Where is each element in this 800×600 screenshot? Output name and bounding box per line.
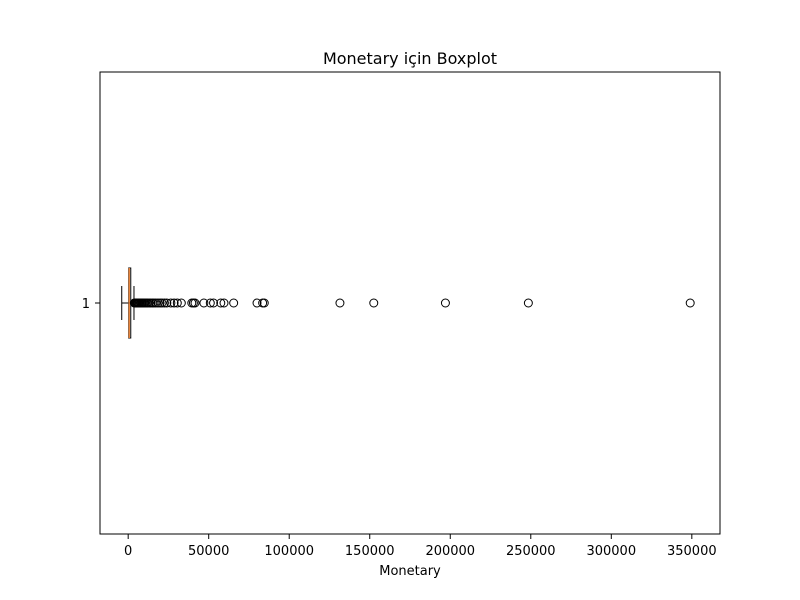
x-axis-label: Monetary (379, 564, 441, 579)
plot-area: 0 50000 100000 150000 200000 250000 300000 3500… (82, 267, 717, 559)
outlier-point (229, 298, 239, 308)
outlier-point (151, 298, 161, 308)
outlier-point (685, 298, 695, 308)
outlier-point (153, 298, 163, 308)
x-tick-label: 0 (124, 544, 132, 559)
y-tick-label: 1 (82, 297, 90, 312)
outlier-point (169, 298, 179, 308)
outlier-point (162, 298, 172, 308)
outlier-point (369, 298, 379, 308)
outlier-point (205, 298, 215, 308)
outlier-point (199, 298, 209, 308)
x-tick-label: 150000 (345, 544, 395, 559)
outlier-point (523, 298, 533, 308)
x-tick-label: 50000 (188, 544, 229, 559)
x-tick-label: 200000 (425, 544, 475, 559)
outlier-point (259, 298, 269, 308)
outlier-point (335, 298, 345, 308)
plot-frame (99, 71, 721, 535)
outlier-point (219, 298, 229, 308)
outlier-point (216, 298, 226, 308)
x-tick-label: 250000 (506, 544, 556, 559)
outlier-point (190, 298, 200, 308)
chart-title: Monetary için Boxplot (323, 49, 497, 68)
outlier-point (172, 298, 182, 308)
outlier-point (157, 298, 167, 308)
x-tick-label: 100000 (264, 544, 314, 559)
outlier-point (166, 298, 176, 308)
outlier-point (176, 298, 186, 308)
outlier-point (159, 298, 169, 308)
x-tick-label: 300000 (586, 544, 636, 559)
outlier-point (440, 298, 450, 308)
outlier-point (209, 298, 219, 308)
x-tick-label: 350000 (667, 544, 717, 559)
outlier-point (252, 298, 262, 308)
